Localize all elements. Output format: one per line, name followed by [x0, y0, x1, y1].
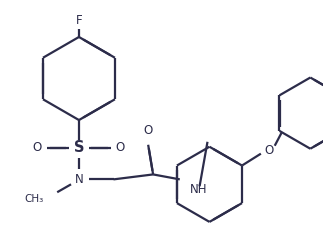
Text: F: F — [76, 14, 82, 27]
Text: CH₃: CH₃ — [24, 194, 43, 204]
Text: N: N — [74, 173, 83, 186]
Text: O: O — [33, 141, 42, 154]
Text: O: O — [144, 124, 153, 137]
Text: O: O — [264, 144, 273, 157]
Text: NH: NH — [190, 183, 207, 196]
Text: S: S — [74, 140, 84, 155]
Text: O: O — [116, 141, 125, 154]
